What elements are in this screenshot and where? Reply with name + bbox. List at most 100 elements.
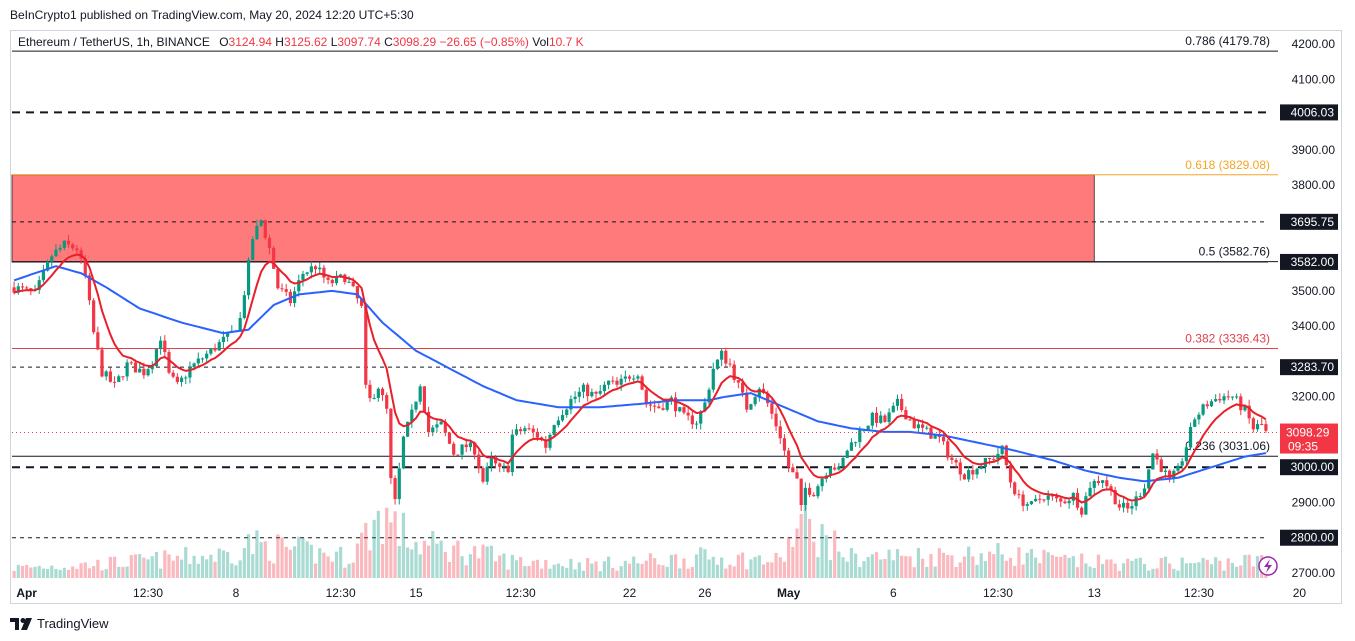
candle-body <box>96 332 100 350</box>
candle-body <box>1046 495 1050 500</box>
candle-body <box>971 470 975 475</box>
volume-bar <box>1151 568 1155 578</box>
tradingview-brand[interactable]: TradingView <box>10 616 109 631</box>
time-tick-label: Apr <box>16 586 37 600</box>
volume-bar <box>368 550 372 578</box>
volume-bar <box>849 548 854 578</box>
volume-bar <box>1096 554 1101 578</box>
candle-body <box>1063 501 1067 504</box>
time-tick-label: 12:30 <box>983 586 1013 600</box>
candle-body <box>376 388 380 398</box>
volume-bar <box>150 556 154 578</box>
candle-body <box>510 434 514 473</box>
volume-bar <box>255 530 259 578</box>
high-label: H <box>275 35 284 49</box>
candle-body <box>1096 480 1101 483</box>
volume-bar <box>226 552 230 578</box>
candle-body <box>297 280 301 292</box>
volume-bar <box>1155 568 1159 578</box>
volume-bar <box>648 553 653 578</box>
lightning-icon[interactable] <box>1258 556 1278 576</box>
volume-bar <box>372 519 376 578</box>
candle-body <box>1050 495 1054 497</box>
candle-body <box>845 450 849 459</box>
candle-body <box>745 392 749 410</box>
volume-bar <box>828 560 833 578</box>
volume-bar <box>916 547 921 578</box>
volume-bar <box>284 546 288 578</box>
volume-bar <box>1193 563 1197 578</box>
candle-body <box>447 432 452 444</box>
candle-body <box>16 286 20 293</box>
volume-bars <box>12 503 1268 578</box>
volume-bar <box>581 570 586 578</box>
volume-bar <box>12 570 16 578</box>
candle-body <box>791 467 795 473</box>
volume-bar <box>401 512 406 578</box>
volume-bar <box>912 567 916 578</box>
volume-bar <box>339 546 343 578</box>
candle-body <box>615 380 619 385</box>
candle-body <box>1017 494 1021 496</box>
volume-bar <box>1034 557 1038 578</box>
brand-name: TradingView <box>37 616 109 631</box>
volume-bar <box>447 561 452 578</box>
candle-body <box>1260 424 1264 426</box>
volume-bar <box>958 562 962 578</box>
volume-bar <box>602 561 607 578</box>
volume-bar <box>556 563 560 578</box>
open-label: O <box>219 35 229 49</box>
volume-bar <box>1050 555 1054 578</box>
candle-body <box>138 368 142 373</box>
time-tick-label: 12:30 <box>133 586 163 600</box>
volume-bar <box>673 554 678 578</box>
candle-body <box>950 457 954 460</box>
volume-bar <box>950 555 954 578</box>
volume-bar <box>1251 566 1255 578</box>
volume-bar <box>175 555 179 578</box>
candle-body <box>117 376 121 383</box>
candle-body <box>1214 399 1218 402</box>
fib-label: 0.382 (3336.43) <box>1185 332 1270 346</box>
volume-value: 10.7 K <box>548 35 584 49</box>
time-tick-label: 15 <box>409 586 423 600</box>
candle-body <box>770 403 774 414</box>
volume-bar <box>514 560 519 578</box>
candle-body <box>548 434 552 448</box>
candle-body <box>895 398 900 406</box>
volume-bar <box>1142 564 1147 578</box>
volume-bar <box>460 556 464 578</box>
volume-bar <box>238 560 242 578</box>
candle-body <box>514 429 519 435</box>
volume-bar <box>1180 557 1184 578</box>
volume-bar <box>477 558 481 578</box>
volume-bar <box>1101 563 1105 578</box>
volume-bar <box>1126 558 1130 578</box>
candle-body <box>644 389 648 405</box>
volume-bar <box>1029 549 1034 578</box>
chart-frame <box>10 30 1342 604</box>
candle-body <box>812 494 816 497</box>
volume-bar <box>954 567 958 578</box>
volume-bar <box>707 559 711 578</box>
candle-body <box>263 220 267 238</box>
candle-body <box>732 364 736 381</box>
candle-body <box>753 397 757 405</box>
volume-bar <box>422 540 426 578</box>
candle-body <box>481 468 485 482</box>
low-value: 3097.74 <box>337 35 381 49</box>
volume-bar <box>230 563 234 578</box>
candle-body <box>623 376 627 379</box>
candle-body <box>108 371 112 382</box>
candle-body <box>401 436 406 469</box>
candle-body <box>12 287 16 293</box>
candle-body <box>782 438 787 451</box>
candle-body <box>665 400 669 410</box>
candle-body <box>92 300 96 333</box>
candle-body <box>519 429 523 432</box>
volume-bar <box>657 564 661 578</box>
candle-body <box>632 378 636 380</box>
candle-body <box>112 381 117 383</box>
candle-body <box>921 424 925 428</box>
